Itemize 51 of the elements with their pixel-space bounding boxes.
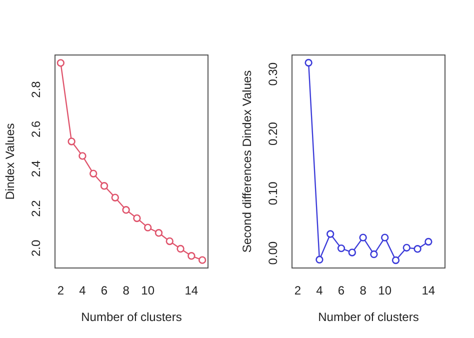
point [188, 252, 196, 260]
point [326, 230, 334, 238]
x-tick-label: 6 [338, 284, 345, 298]
x-tick-label: 14 [184, 284, 198, 298]
point [380, 234, 389, 242]
point [414, 245, 422, 253]
point [392, 256, 400, 264]
point [166, 237, 174, 246]
point [348, 248, 356, 256]
y-axis-title: Second differences Dindex Values [240, 70, 254, 253]
x-axis-title: Number of clusters [318, 310, 419, 324]
x-tick-label: 8 [122, 284, 130, 298]
y-tick-label: 2.2 [29, 200, 43, 217]
x-tick-label: 10 [378, 284, 392, 298]
y-tick-label: 2.6 [29, 120, 43, 138]
point [337, 244, 346, 252]
y-tick-label: 0.20 [266, 122, 280, 146]
point [90, 170, 98, 178]
y-tick-label: 2.8 [29, 80, 43, 98]
x-tick-label: 2 [294, 284, 302, 298]
x-tick-label: 14 [422, 284, 436, 298]
y-tick-label: 0.10 [266, 181, 280, 206]
y-tick-label: 2.4 [29, 160, 43, 178]
point [370, 250, 378, 258]
point [304, 58, 312, 67]
y-tick-label: 0.00 [266, 241, 280, 265]
y-tick-label: 0.30 [266, 62, 280, 86]
point [68, 138, 76, 146]
point [100, 182, 108, 190]
point [154, 229, 163, 237]
point [359, 234, 367, 242]
point [144, 224, 152, 232]
x-tick-label: 6 [100, 284, 108, 298]
x-tick-label: 10 [141, 284, 155, 298]
x-tick-label: 4 [79, 284, 86, 298]
x-tick-label: 8 [360, 284, 367, 298]
point [402, 244, 410, 252]
point [176, 244, 184, 253]
x-axis-title: Number of clusters [81, 310, 182, 324]
x-tick-label: 2 [57, 284, 64, 298]
y-tick-label: 2.0 [29, 240, 43, 257]
point [316, 256, 324, 264]
point [122, 206, 130, 214]
x-tick-label: 4 [316, 284, 324, 298]
point [424, 238, 432, 246]
point [111, 194, 120, 202]
y-axis-title: Dindex Values [3, 123, 17, 200]
point [56, 59, 65, 67]
point [198, 256, 206, 264]
point [78, 152, 86, 160]
point [133, 214, 141, 222]
